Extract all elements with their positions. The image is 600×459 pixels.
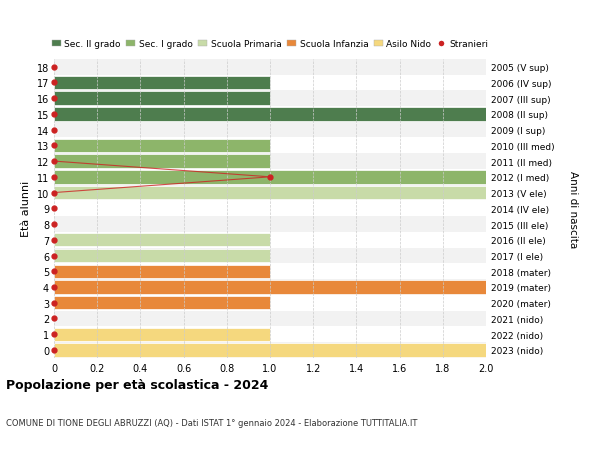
Bar [54,328,270,341]
Bar [54,265,270,278]
Bar [54,91,486,107]
Bar [54,232,486,248]
Bar [54,138,486,154]
Bar [54,77,270,90]
Bar [54,264,486,280]
Bar [54,342,486,358]
Bar [54,280,486,295]
Bar [54,169,486,185]
Y-axis label: Anni di nascita: Anni di nascita [568,170,578,247]
Bar [54,297,270,310]
Bar [54,155,270,168]
Bar [54,248,486,264]
Bar [54,327,486,342]
Bar [54,311,486,327]
Bar [54,201,486,217]
Bar [54,107,486,123]
Text: Popolazione per età scolastica - 2024: Popolazione per età scolastica - 2024 [6,379,268,392]
Bar [54,123,486,138]
Bar [54,171,486,184]
Bar [54,92,270,106]
Bar [54,217,486,232]
Bar [54,343,486,357]
Bar [54,154,486,169]
Bar [54,281,486,294]
Legend: Sec. II grado, Sec. I grado, Scuola Primaria, Scuola Infanzia, Asilo Nido, Stran: Sec. II grado, Sec. I grado, Scuola Prim… [52,40,488,49]
Bar [54,60,486,75]
Bar [54,108,486,121]
Bar [54,140,270,153]
Bar [54,249,270,263]
Bar [54,185,486,201]
Bar [54,295,486,311]
Y-axis label: Età alunni: Età alunni [21,181,31,237]
Bar [54,186,486,200]
Bar [54,75,486,91]
Bar [54,234,270,247]
Text: COMUNE DI TIONE DEGLI ABRUZZI (AQ) - Dati ISTAT 1° gennaio 2024 - Elaborazione T: COMUNE DI TIONE DEGLI ABRUZZI (AQ) - Dat… [6,418,418,427]
